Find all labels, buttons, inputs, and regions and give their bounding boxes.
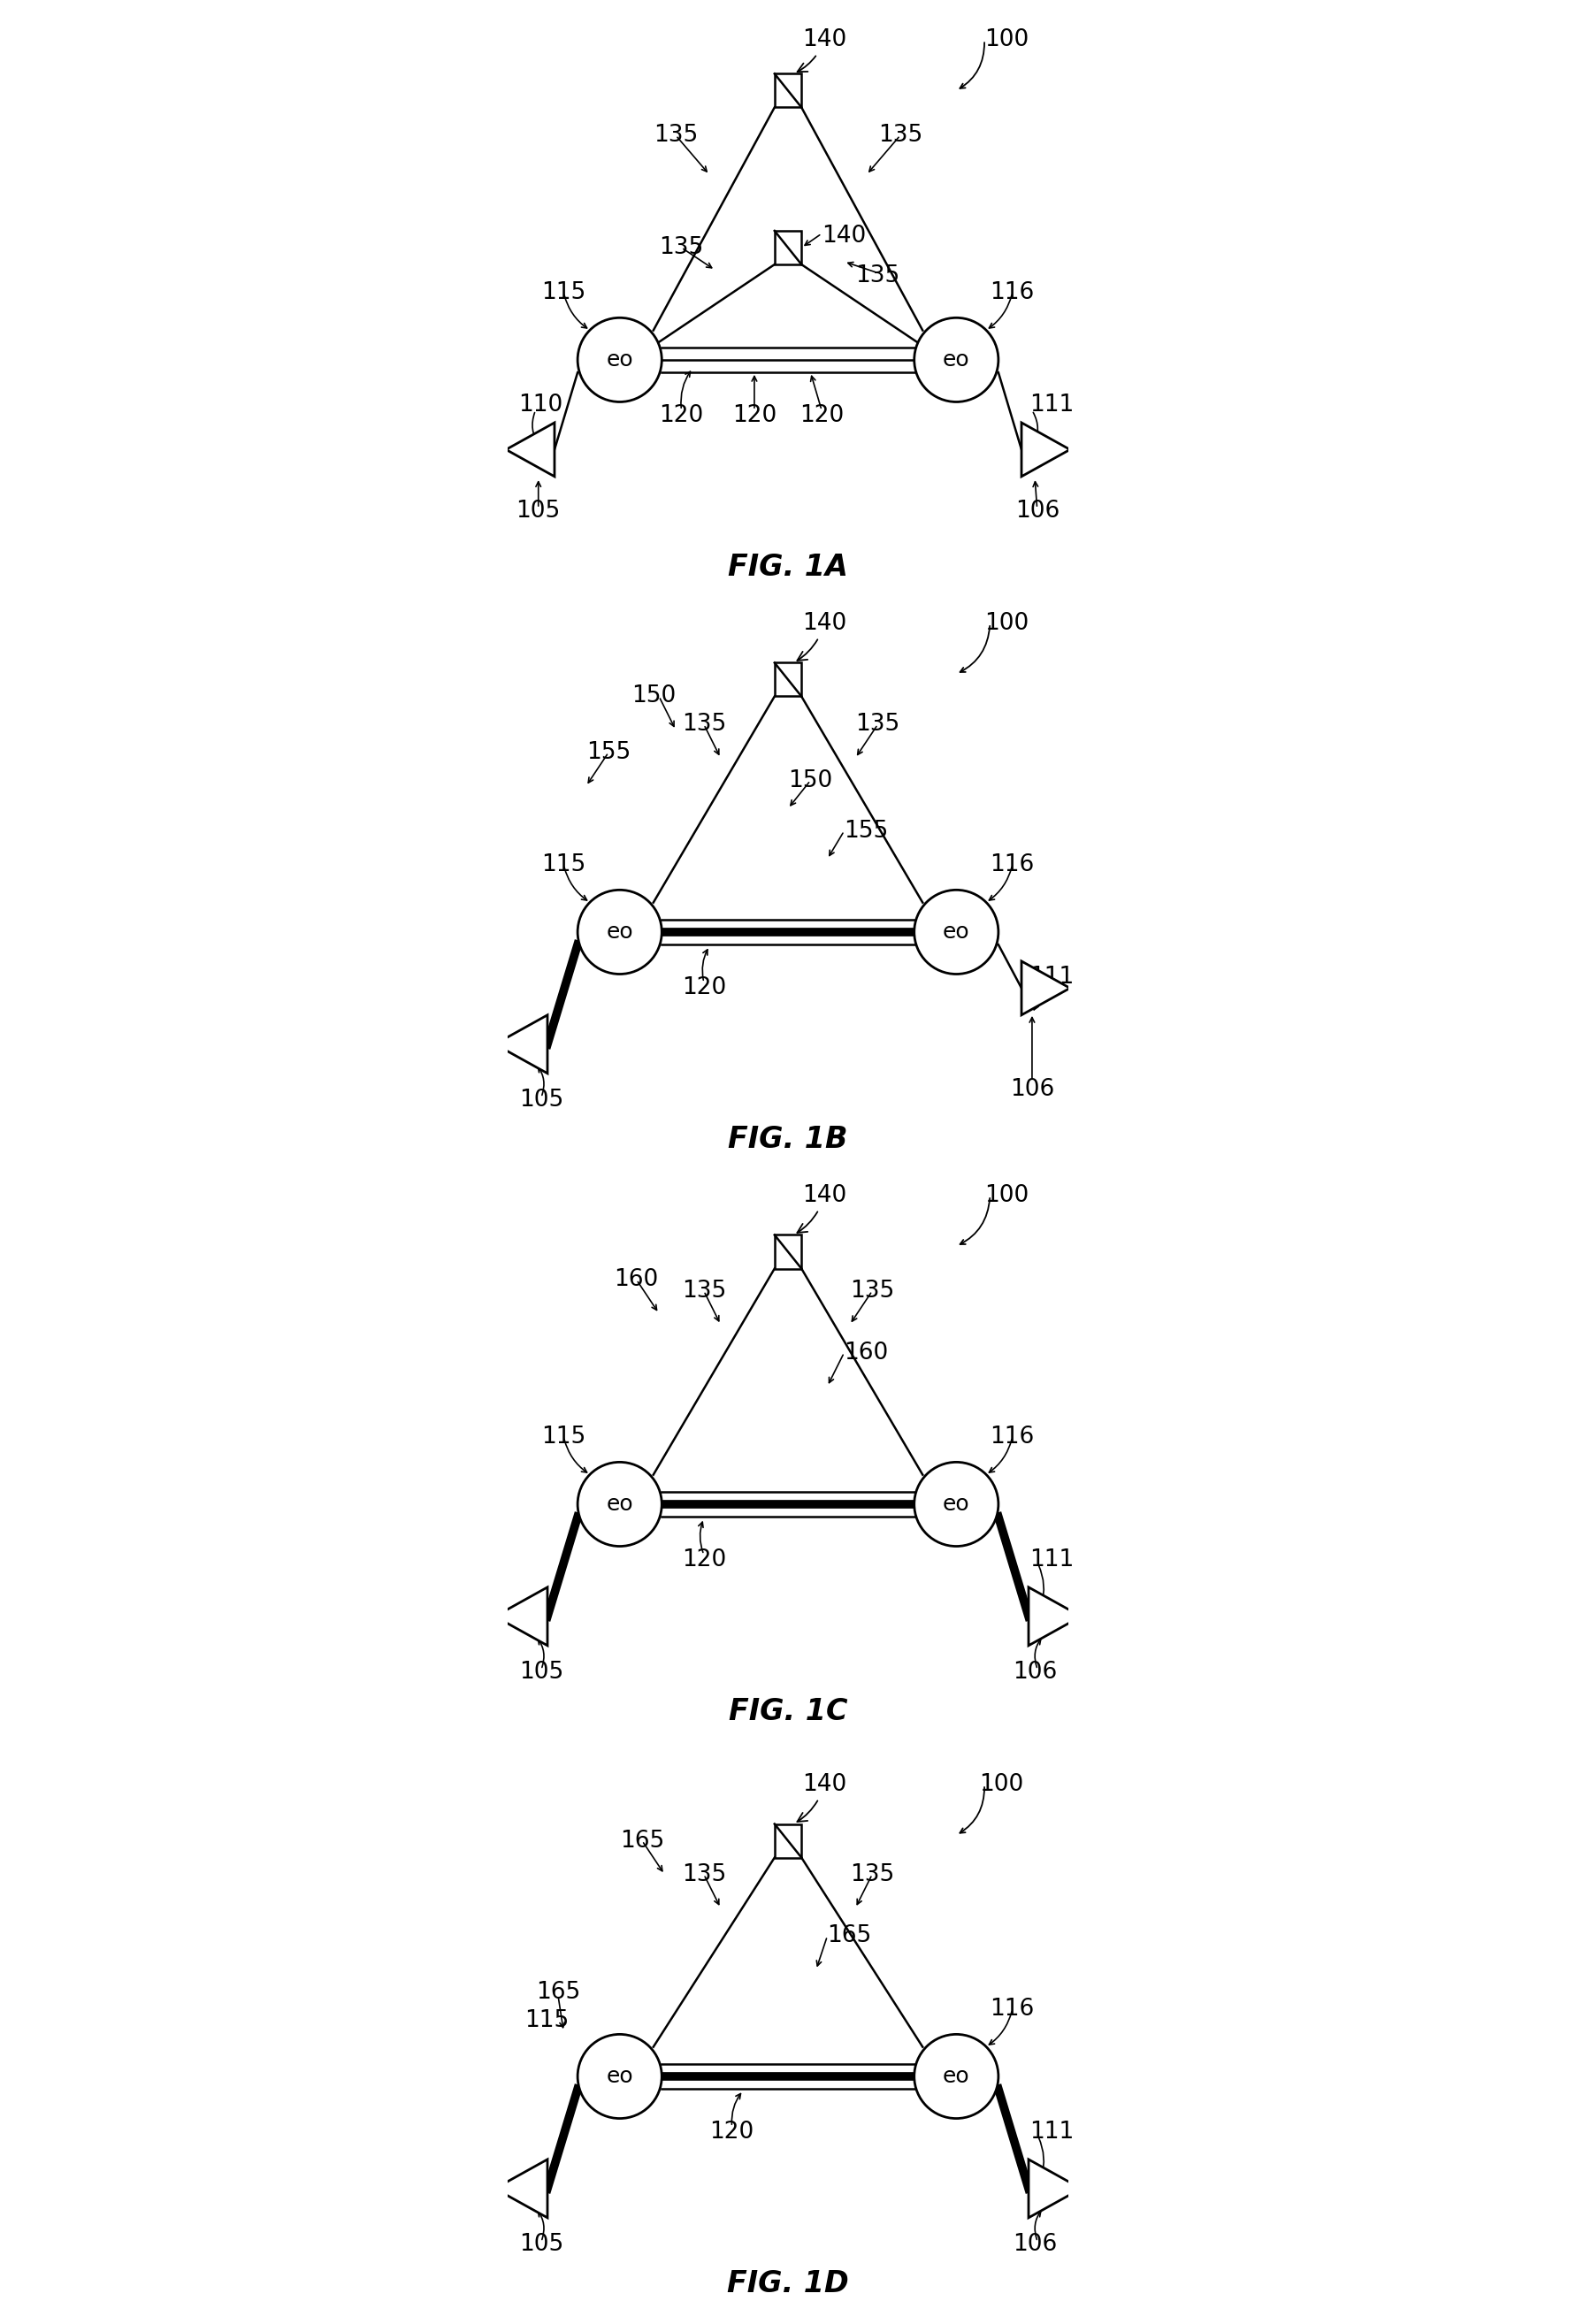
Bar <box>774 1824 802 1857</box>
Text: 106: 106 <box>1013 2233 1057 2257</box>
Text: eo: eo <box>942 2066 969 2087</box>
Text: 155: 155 <box>586 741 630 765</box>
Text: 165: 165 <box>619 1829 665 1852</box>
Text: 140: 140 <box>797 611 846 660</box>
Circle shape <box>914 318 998 402</box>
Text: 165: 165 <box>536 1980 580 2003</box>
Text: eo: eo <box>607 349 634 370</box>
Text: 135: 135 <box>849 1281 894 1301</box>
Text: 100: 100 <box>985 1185 1029 1206</box>
Text: eo: eo <box>607 920 634 944</box>
Text: 111: 111 <box>1029 2122 1073 2145</box>
Text: 140: 140 <box>797 1773 846 1822</box>
Text: 135: 135 <box>878 123 922 146</box>
Bar <box>774 74 802 107</box>
Text: eo: eo <box>942 349 969 370</box>
Text: 135: 135 <box>659 237 703 258</box>
Text: eo: eo <box>607 1494 634 1515</box>
Text: 106: 106 <box>1013 1662 1057 1685</box>
Text: 120: 120 <box>733 404 777 428</box>
Text: eo: eo <box>942 920 969 944</box>
Polygon shape <box>1021 423 1070 476</box>
Text: 155: 155 <box>845 820 889 844</box>
Text: 116: 116 <box>990 1999 1034 2020</box>
Circle shape <box>914 1462 998 1545</box>
Text: 106: 106 <box>1010 1078 1054 1102</box>
Text: 135: 135 <box>682 713 727 737</box>
Text: 135: 135 <box>856 265 900 288</box>
Text: eo: eo <box>942 1494 969 1515</box>
Text: 140: 140 <box>797 28 846 72</box>
Polygon shape <box>1029 2159 1081 2217</box>
Text: 135: 135 <box>849 1864 894 1885</box>
Polygon shape <box>495 2159 547 2217</box>
Text: 110: 110 <box>519 393 563 416</box>
Text: 140: 140 <box>821 225 867 249</box>
Polygon shape <box>506 423 555 476</box>
Text: 100: 100 <box>979 1773 1023 1796</box>
Text: 120: 120 <box>682 976 727 999</box>
Bar <box>774 230 802 265</box>
Text: 120: 120 <box>659 404 703 428</box>
Text: 111: 111 <box>1029 1548 1073 1571</box>
Text: 120: 120 <box>682 1548 727 1571</box>
Text: 160: 160 <box>615 1269 659 1292</box>
Text: 115: 115 <box>542 853 586 876</box>
Text: 105: 105 <box>519 1090 563 1111</box>
Circle shape <box>914 2034 998 2119</box>
Polygon shape <box>1029 1587 1081 1645</box>
Text: 111: 111 <box>1029 964 1073 988</box>
Bar <box>774 662 802 697</box>
Text: 120: 120 <box>799 404 843 428</box>
Text: 105: 105 <box>519 1662 563 1685</box>
Text: 116: 116 <box>990 281 1034 304</box>
Text: 120: 120 <box>709 2122 755 2145</box>
Text: 165: 165 <box>827 1924 872 1948</box>
Polygon shape <box>495 1587 547 1645</box>
Text: 100: 100 <box>985 611 1029 634</box>
Text: 105: 105 <box>519 2233 563 2257</box>
Text: 135: 135 <box>856 713 900 737</box>
Text: 105: 105 <box>515 500 561 523</box>
Text: FIG. 1D: FIG. 1D <box>727 2268 849 2298</box>
Text: 135: 135 <box>682 1281 727 1301</box>
Text: FIG. 1A: FIG. 1A <box>728 553 848 581</box>
Circle shape <box>578 1462 662 1545</box>
Text: 115: 115 <box>542 281 586 304</box>
Text: 115: 115 <box>542 1425 586 1448</box>
Text: 150: 150 <box>630 686 676 709</box>
Circle shape <box>578 2034 662 2119</box>
Polygon shape <box>1021 962 1070 1016</box>
Text: 106: 106 <box>1015 500 1061 523</box>
Polygon shape <box>495 1016 547 1074</box>
Text: 135: 135 <box>654 123 698 146</box>
Text: 116: 116 <box>990 853 1034 876</box>
Text: 160: 160 <box>845 1341 889 1364</box>
Text: 116: 116 <box>990 1425 1034 1448</box>
Text: FIG. 1B: FIG. 1B <box>728 1125 848 1155</box>
Text: 100: 100 <box>985 28 1029 51</box>
Bar <box>774 1234 802 1269</box>
Text: 111: 111 <box>1029 393 1073 416</box>
Text: 150: 150 <box>788 769 832 792</box>
Text: 135: 135 <box>682 1864 727 1885</box>
Text: eo: eo <box>607 2066 634 2087</box>
Circle shape <box>914 890 998 974</box>
Text: 115: 115 <box>525 2008 569 2031</box>
Circle shape <box>578 318 662 402</box>
Text: 140: 140 <box>797 1185 846 1232</box>
Circle shape <box>578 890 662 974</box>
Text: FIG. 1C: FIG. 1C <box>728 1697 848 1727</box>
